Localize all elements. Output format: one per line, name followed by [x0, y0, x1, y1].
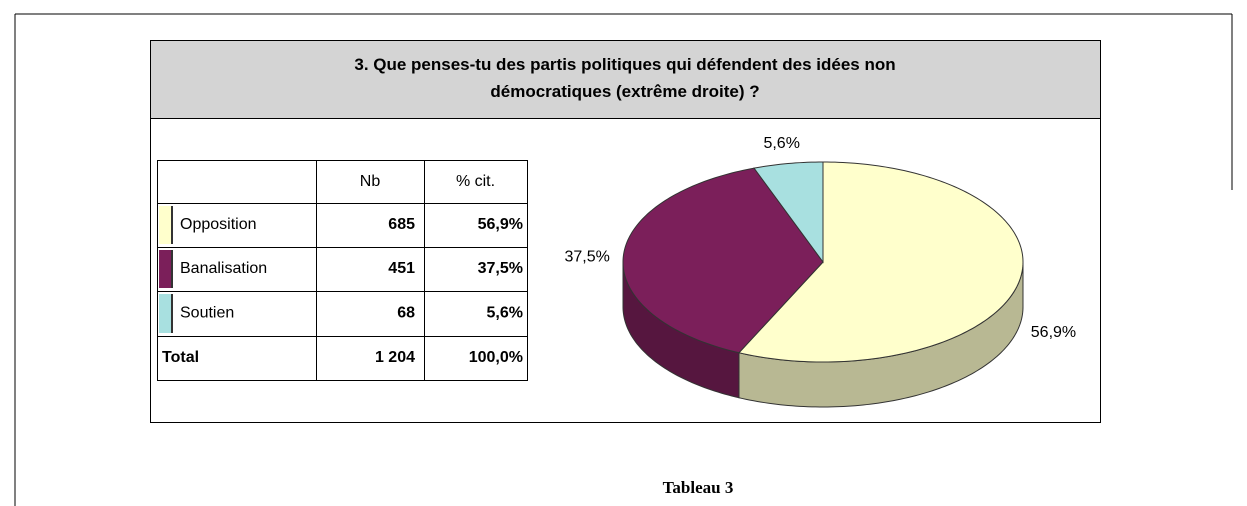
table-border	[157, 160, 528, 381]
cell-nb: 68	[397, 305, 415, 322]
cell-pct: 37,5%	[478, 260, 523, 277]
cell-pct: 5,6%	[487, 305, 523, 322]
slice	[738, 161, 1024, 363]
cell-pct: 100,0%	[469, 349, 523, 366]
row-label: Soutien	[180, 305, 234, 322]
column-header: % cit.	[456, 173, 495, 190]
row-swatch	[159, 206, 171, 244]
row-swatch	[159, 294, 171, 333]
row-label: Banalisation	[180, 260, 267, 277]
row-label: Opposition	[180, 216, 257, 233]
slice	[753, 161, 824, 264]
table: Nb % cit. Opposition 685 56,9% Banalisation 45…	[157, 160, 528, 381]
slice	[622, 167, 824, 354]
cell-nb: 451	[388, 260, 415, 277]
panel-header	[150, 40, 1101, 119]
cell-nb: 685	[388, 216, 415, 233]
column-header: Nb	[360, 173, 381, 190]
cell-pct: 56,9%	[478, 216, 523, 233]
cell-nb: 1 204	[375, 349, 415, 366]
row-swatch	[159, 250, 171, 288]
pie-chart: 56,9% 37,5% 5,6%	[565, 135, 1076, 408]
slice-label: 5,6%	[763, 135, 799, 152]
slice-label: 56,9%	[1031, 324, 1076, 341]
caption: Tableau 3	[663, 478, 734, 497]
row-label: Total	[162, 349, 199, 366]
title: 3. Que penses-tu des partis politiques q…	[354, 55, 895, 101]
slice-label: 37,5%	[565, 248, 610, 265]
